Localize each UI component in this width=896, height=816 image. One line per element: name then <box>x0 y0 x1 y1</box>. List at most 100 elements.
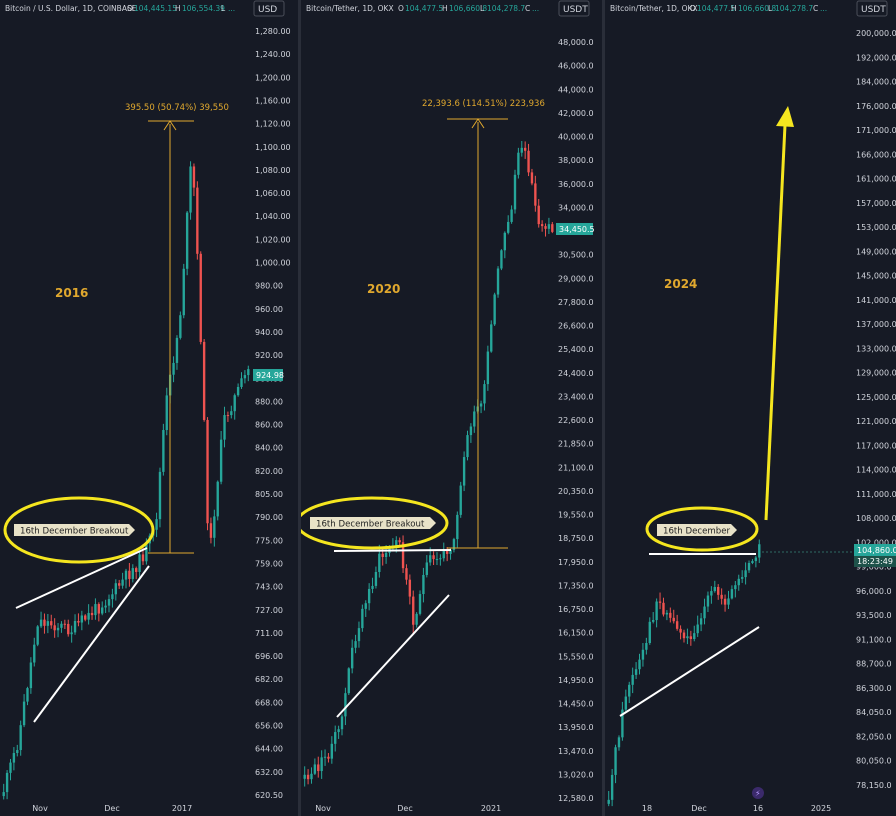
x-tick-label: 2021 <box>481 804 501 813</box>
ohlc-key: H <box>175 4 181 13</box>
y-tick-label: 820.00 <box>255 467 283 476</box>
breakout-label-box <box>310 517 436 529</box>
y-tick-label: 1,040.00 <box>255 212 291 221</box>
chart-panel-2020[interactable]: Bitcoin/Tether, 1D, OKX O 104,477.5 H 106,66… <box>301 0 602 816</box>
candle-body <box>67 623 70 635</box>
y-tick-label: 137,000.0 <box>856 320 896 329</box>
y-tick-label: 88,700.0 <box>856 660 892 669</box>
currency-label[interactable]: USD <box>258 5 277 15</box>
candle-body <box>233 395 236 412</box>
candle-body <box>717 586 720 595</box>
y-tick-label: 46,000.0 <box>558 62 594 71</box>
y-tick-label: 920.00 <box>255 351 283 360</box>
y-tick-label: 16,150.0 <box>558 629 594 638</box>
y-tick-label: 13,470.0 <box>558 747 594 756</box>
support-trendline <box>619 626 760 717</box>
ohlc-value: 106,660.8 <box>449 4 487 13</box>
ohlc-key: H <box>731 4 737 13</box>
candle-body <box>751 561 754 563</box>
last-price-badge <box>253 369 283 381</box>
candle-body <box>104 605 107 608</box>
candle-body <box>432 555 435 560</box>
candle-body <box>737 578 740 586</box>
x-tick-label: 16 <box>753 804 763 813</box>
candle-body <box>655 601 658 621</box>
candle-body <box>50 621 53 626</box>
candle-body <box>131 568 134 579</box>
event-icon[interactable] <box>752 787 764 799</box>
candle-body <box>435 559 439 561</box>
chart-header-title: Bitcoin/Tether, 1D, OKX <box>306 4 394 13</box>
y-tick-label: 93,500.0 <box>856 611 892 620</box>
candle-body <box>313 764 317 774</box>
y-tick-label: 1,120.00 <box>255 120 291 129</box>
candle-body <box>483 384 486 404</box>
candle-body <box>5 772 9 793</box>
x-tick-label: Dec <box>397 804 412 813</box>
candle-body <box>703 606 706 619</box>
candle-body <box>517 152 520 175</box>
candle-body <box>2 792 5 797</box>
candle-body <box>162 430 165 472</box>
candle-body <box>496 268 500 295</box>
resistance-trendline <box>15 547 148 609</box>
countdown-badge <box>854 556 896 567</box>
y-tick-label: 125,000.0 <box>856 393 896 402</box>
candle-body <box>693 633 696 640</box>
currency-button[interactable] <box>856 0 888 17</box>
candle-body <box>648 621 651 643</box>
breakout-label: 16th December Breakout <box>20 527 129 537</box>
y-tick-label: 1,240.00 <box>255 50 291 59</box>
candle-body <box>699 618 703 625</box>
y-tick-label: 25,400.0 <box>558 345 594 354</box>
candle-body <box>381 553 384 557</box>
candle-body <box>669 612 672 618</box>
candle-body <box>665 612 669 615</box>
y-tick-label: 960.00 <box>255 305 283 314</box>
y-tick-label: 1,020.00 <box>255 235 291 244</box>
candle-body <box>658 601 662 603</box>
chart-panel-2024[interactable]: Bitcoin/Tether, 1D, OKX O 104,477.5 H 106,66… <box>605 0 896 816</box>
y-tick-label: 20,350.0 <box>558 487 594 496</box>
candle-body <box>713 586 716 592</box>
candle-body <box>9 762 12 773</box>
candle-body <box>459 485 462 515</box>
currency-button[interactable] <box>253 0 285 17</box>
candle-body <box>418 594 422 614</box>
candle-body <box>97 604 101 614</box>
candle-body <box>500 250 503 269</box>
last-price-badge <box>854 544 896 556</box>
candle-body <box>530 172 534 184</box>
ohlc-key: O <box>690 4 696 13</box>
candle-body <box>523 147 527 151</box>
currency-button[interactable] <box>558 0 590 17</box>
candle-body <box>350 647 354 669</box>
candle-body <box>223 415 226 440</box>
candle-body <box>317 764 320 772</box>
projection-arrow-shaft <box>764 124 787 521</box>
y-tick-label: 632.00 <box>255 768 283 777</box>
y-tick-label: 40,000.0 <box>558 133 594 142</box>
candle-body <box>520 147 523 153</box>
y-tick-label: 111,000.0 <box>856 490 896 499</box>
candle-body <box>730 589 734 599</box>
y-tick-label: 17,350.0 <box>558 581 594 590</box>
candle-body <box>408 579 412 597</box>
candle-body <box>621 709 624 738</box>
currency-label[interactable]: USDT <box>563 5 588 15</box>
candle-body <box>306 774 310 780</box>
y-tick-label: 14,450.0 <box>558 700 594 709</box>
candle-body <box>111 594 114 600</box>
ohlc-key: L <box>480 4 485 13</box>
ohlc-value: ... <box>228 4 235 13</box>
candle-body <box>652 620 655 622</box>
y-tick-label: 149,000.0 <box>856 247 896 256</box>
candle-body <box>405 568 408 580</box>
measure-label: 22,393.6 (114.51%) 223,936 <box>422 99 545 109</box>
y-tick-label: 1,000.00 <box>255 259 291 268</box>
candle-body <box>101 607 104 614</box>
candle-body <box>479 403 483 407</box>
currency-label[interactable]: USDT <box>861 5 886 15</box>
chart-2020: Bitcoin/Tether, 1D, OKX O 104,477.5H 106,66… <box>301 0 595 813</box>
chart-panel-2016[interactable]: Bitcoin / U.S. Dollar, 1D, COINBASE O 104,… <box>0 0 298 816</box>
